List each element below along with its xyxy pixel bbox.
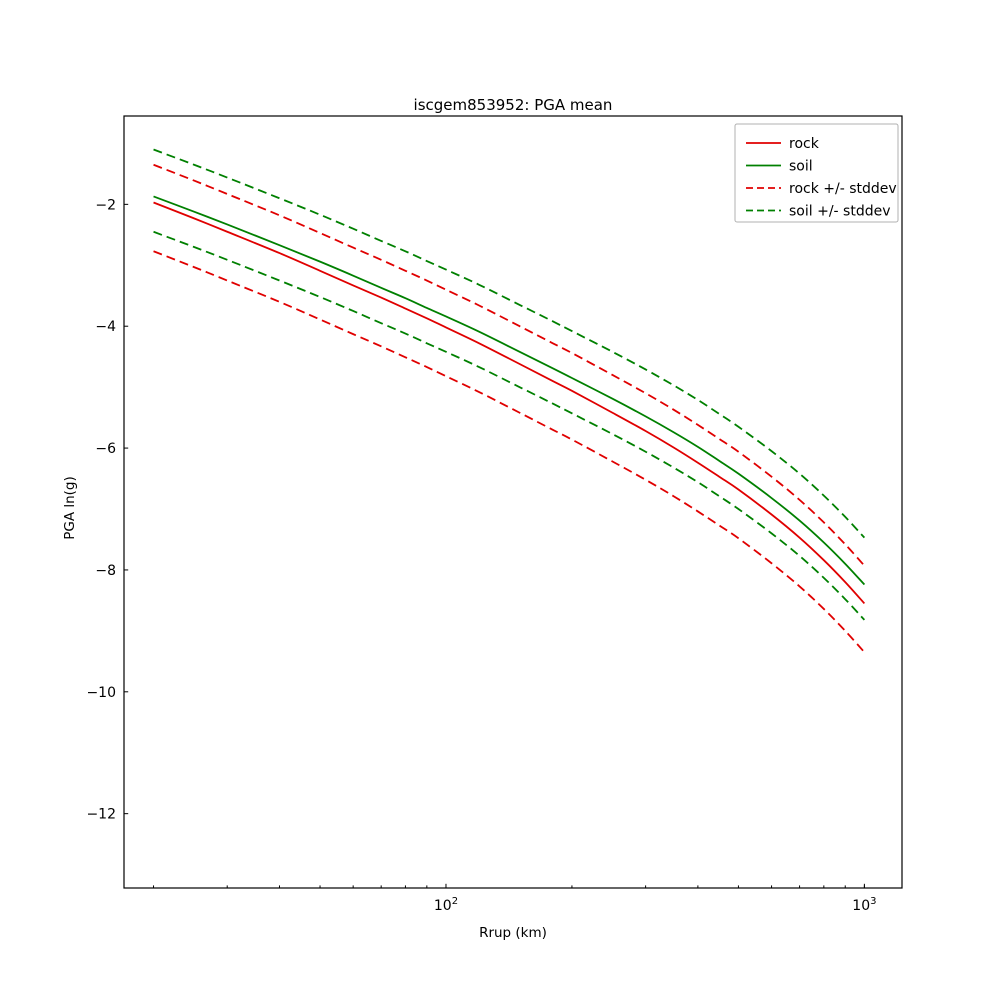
x-axis-major-ticks: 102 103 [434,883,876,914]
y-axis-ticks: −2 −4 −6 −8 −10 −12 [86,197,129,823]
series-line-soil [153,195,866,586]
plot-area: −2 −4 −6 −8 −10 −12 102 103 [86,115,903,914]
y-tick-label: −12 [86,807,116,823]
y-tick-label: −8 [95,563,116,579]
axes-frame [123,115,903,889]
series-line-soil_plus_stddev [153,148,866,539]
y-tick-label: −2 [95,197,116,213]
y-tick-label: −4 [95,319,116,335]
y-tick-label: −6 [95,441,116,457]
legend-label-soil: soil [789,159,813,175]
series-line-soil_minus_stddev [153,230,866,621]
legend[interactable]: rock soil rock +/- stddev soil +/- stddev [734,123,899,223]
x-tick-label: 102 [434,896,458,914]
series-line-rock_minus_stddev [153,250,866,653]
y-axis-label: PGA ln(g) [62,476,78,540]
x-axis-minor-ticks [153,885,865,888]
y-tick-label: −10 [86,685,116,701]
legend-box [734,123,899,223]
series-line-rock [153,201,866,605]
x-tick-label: 103 [852,896,876,914]
series-line-rock_plus_stddev [153,163,866,567]
data-series-group [153,148,866,653]
legend-label-rock-stddev: rock +/- stddev [789,181,897,197]
x-axis-label: Rrup (km) [479,925,547,941]
legend-label-rock: rock [789,136,820,152]
page-title: iscgem853952: PGA mean [414,96,613,114]
legend-label-soil-stddev: soil +/- stddev [789,204,891,220]
